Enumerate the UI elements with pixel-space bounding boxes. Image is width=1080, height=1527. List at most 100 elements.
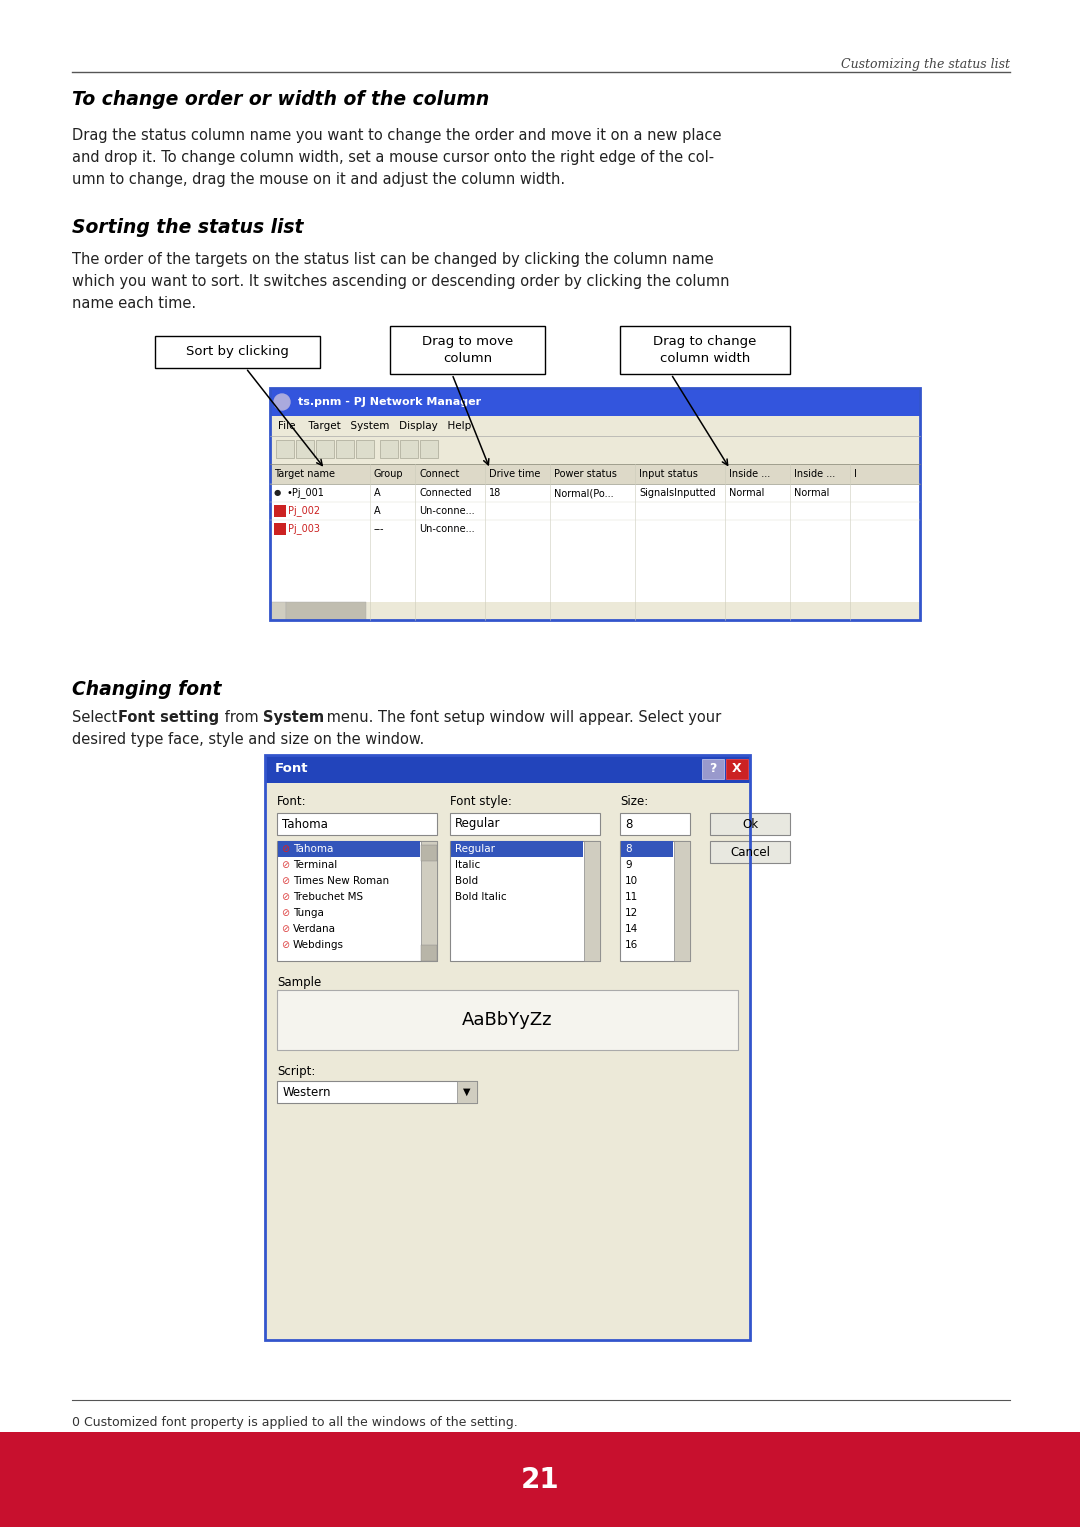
Bar <box>0 1432 1080 1527</box>
Bar <box>620 841 690 960</box>
Text: Drive time: Drive time <box>489 469 540 479</box>
Text: Power status: Power status <box>554 469 617 479</box>
Text: 9: 9 <box>625 860 632 870</box>
Text: A: A <box>374 489 380 498</box>
Text: 12: 12 <box>625 909 638 918</box>
Text: Customizing the status list: Customizing the status list <box>841 58 1010 70</box>
Text: X: X <box>732 762 742 776</box>
Text: Western: Western <box>283 1086 332 1098</box>
Text: Trebuchet MS: Trebuchet MS <box>293 892 363 902</box>
Text: Script:: Script: <box>276 1064 315 1078</box>
Bar <box>265 754 750 1341</box>
Text: Un-conne...: Un-conne... <box>419 505 474 516</box>
Text: Group: Group <box>374 469 404 479</box>
Text: Inside ...: Inside ... <box>794 469 835 479</box>
Text: umn to change, drag the mouse on it and adjust the column width.: umn to change, drag the mouse on it and … <box>72 173 565 186</box>
Bar <box>400 440 418 458</box>
Bar <box>156 336 320 368</box>
Text: ?: ? <box>710 762 717 776</box>
Text: •Pj_001: •Pj_001 <box>286 487 324 498</box>
Text: To change order or width of the column: To change order or width of the column <box>72 90 489 108</box>
Text: Changing font: Changing font <box>72 680 221 699</box>
Text: Cancel: Cancel <box>730 846 770 858</box>
Bar <box>276 841 437 960</box>
Bar <box>356 440 374 458</box>
Text: Drag the status column name you want to change the order and move it on a new pl: Drag the status column name you want to … <box>72 128 721 144</box>
Bar <box>270 521 920 538</box>
Text: Drag to move
column: Drag to move column <box>422 334 513 365</box>
Text: ●: ● <box>274 489 281 498</box>
Text: Input status: Input status <box>639 469 698 479</box>
Bar <box>270 502 920 521</box>
Text: ⊘: ⊘ <box>281 941 289 950</box>
Text: File    Target   System   Display   Help: File Target System Display Help <box>278 421 471 431</box>
Text: Drag to change
column width: Drag to change column width <box>653 334 757 365</box>
Bar <box>270 602 920 620</box>
Bar <box>421 841 437 960</box>
Bar <box>710 841 789 863</box>
Bar <box>270 388 920 415</box>
Text: ⊘: ⊘ <box>281 876 289 886</box>
Bar <box>457 1081 477 1102</box>
Text: Bold Italic: Bold Italic <box>455 892 507 902</box>
Bar <box>270 602 286 620</box>
Text: ⊘: ⊘ <box>281 924 289 935</box>
Text: 16: 16 <box>625 941 638 950</box>
Bar <box>421 945 437 960</box>
Text: Italic: Italic <box>455 860 481 870</box>
Text: Size:: Size: <box>620 796 648 808</box>
Text: 8: 8 <box>625 817 633 831</box>
Text: The order of the targets on the status list can be changed by clicking the colum: The order of the targets on the status l… <box>72 252 714 267</box>
Bar <box>270 415 920 437</box>
Bar <box>336 440 354 458</box>
Text: ts.pnm - PJ Network Manager: ts.pnm - PJ Network Manager <box>298 397 481 408</box>
Text: Sample: Sample <box>276 976 321 989</box>
Text: Font setting: Font setting <box>118 710 219 725</box>
Text: which you want to sort. It switches ascending or descending order by clicking th: which you want to sort. It switches asce… <box>72 273 729 289</box>
Text: Inside ...: Inside ... <box>729 469 770 479</box>
Text: desired type face, style and size on the window.: desired type face, style and size on the… <box>72 731 424 747</box>
Text: 18: 18 <box>489 489 501 498</box>
Text: Connect: Connect <box>419 469 459 479</box>
Bar <box>702 759 724 779</box>
Text: and drop it. To change column width, set a mouse cursor onto the right edge of t: and drop it. To change column width, set… <box>72 150 714 165</box>
Bar <box>710 812 789 835</box>
Bar <box>274 524 286 534</box>
Bar <box>276 812 437 835</box>
Bar <box>674 841 690 960</box>
Text: SignalsInputted: SignalsInputted <box>639 489 716 498</box>
Text: Font style:: Font style: <box>450 796 512 808</box>
Text: ⊘: ⊘ <box>281 844 289 854</box>
Text: 8: 8 <box>625 844 632 854</box>
Text: A: A <box>374 505 380 516</box>
Bar <box>450 812 600 835</box>
Bar <box>286 602 366 620</box>
Text: Font: Font <box>275 762 309 776</box>
Bar <box>421 844 437 861</box>
Text: Target name: Target name <box>274 469 335 479</box>
Text: Webdings: Webdings <box>293 941 345 950</box>
Text: ⊘: ⊘ <box>281 892 289 902</box>
Text: Tahoma: Tahoma <box>293 844 334 854</box>
Text: name each time.: name each time. <box>72 296 197 312</box>
Bar <box>726 759 748 779</box>
Text: Verdana: Verdana <box>293 924 336 935</box>
Bar <box>270 437 920 464</box>
Bar <box>621 841 673 857</box>
Text: from: from <box>220 710 264 725</box>
Text: 21: 21 <box>521 1466 559 1493</box>
Bar <box>420 440 438 458</box>
Bar <box>270 484 920 502</box>
Text: System: System <box>264 710 324 725</box>
Bar <box>265 754 750 1341</box>
Text: Normal: Normal <box>794 489 829 498</box>
Text: Tunga: Tunga <box>293 909 324 918</box>
Text: I: I <box>854 469 856 479</box>
Text: Sort by clicking: Sort by clicking <box>186 345 289 359</box>
Bar <box>270 538 920 602</box>
Text: 11: 11 <box>625 892 638 902</box>
Bar <box>380 440 399 458</box>
Bar <box>620 325 789 374</box>
Bar <box>276 440 294 458</box>
Text: Select: Select <box>72 710 122 725</box>
